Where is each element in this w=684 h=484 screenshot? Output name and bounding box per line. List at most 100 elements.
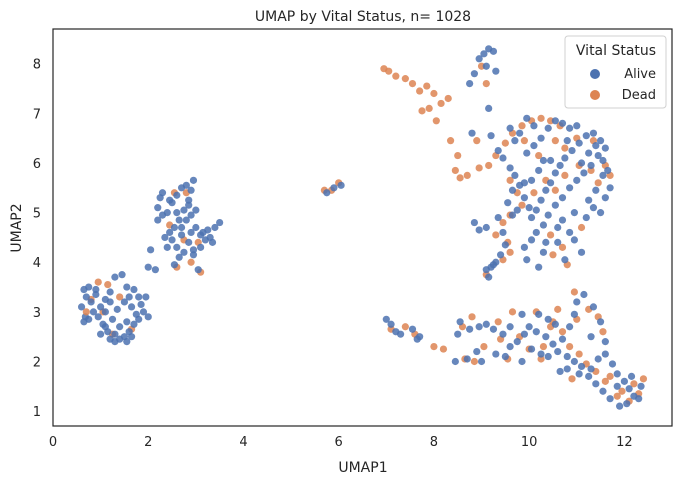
data-point-alive [544, 211, 552, 219]
data-point-alive [111, 273, 119, 281]
data-point-dead [594, 179, 602, 187]
data-point-alive [551, 169, 559, 177]
data-point-alive [101, 308, 109, 316]
data-point-alive [185, 238, 193, 246]
data-point-dead [561, 144, 569, 152]
data-point-alive [606, 395, 614, 403]
data-point-alive [513, 206, 521, 214]
data-point-alive [585, 372, 593, 380]
data-point-alive [518, 357, 526, 366]
data-point-alive [499, 228, 507, 237]
data-point-alive [577, 159, 586, 167]
data-point-alive [577, 248, 586, 256]
data-point-alive [613, 370, 621, 378]
data-point-alive [575, 139, 583, 147]
data-point-dead [392, 72, 400, 80]
data-point-alive [108, 315, 117, 323]
data-point-dead [430, 343, 438, 351]
data-point-alive [77, 303, 86, 311]
data-point-dead [501, 139, 509, 147]
data-point-alive [527, 213, 536, 222]
data-point-alive [173, 191, 181, 199]
data-point-alive [520, 243, 528, 251]
data-point-dead [520, 137, 528, 145]
data-point-alive [182, 216, 190, 224]
data-point-dead [606, 372, 614, 380]
data-point-alive [551, 320, 559, 328]
data-point-dead [430, 89, 438, 98]
data-point-alive [506, 124, 514, 132]
data-point-alive [173, 209, 181, 217]
data-point-alive [416, 333, 424, 341]
data-point-alive [506, 323, 514, 331]
data-point-alive [489, 261, 498, 269]
data-point-alive [570, 209, 578, 217]
y-tick-label: 6 [33, 157, 41, 172]
data-point-alive [170, 223, 179, 232]
data-point-alive [182, 181, 190, 189]
data-point-alive [170, 261, 179, 269]
data-point-alive [544, 352, 552, 361]
data-point-alive [82, 293, 90, 301]
data-point-alive [118, 271, 126, 279]
data-point-alive [80, 318, 88, 326]
data-point-alive [482, 223, 490, 232]
data-point-alive [482, 320, 490, 328]
data-point-alive [523, 149, 531, 157]
data-point-alive [616, 402, 624, 410]
data-point-alive [456, 318, 464, 326]
data-point-dead [463, 171, 471, 179]
data-point-alive [123, 338, 131, 346]
data-point-alive [592, 380, 600, 388]
data-point-dead [551, 137, 559, 145]
data-point-dead [558, 328, 567, 336]
x-axis-label: UMAP1 [338, 460, 387, 476]
data-point-alive [101, 323, 109, 331]
data-point-dead [187, 258, 195, 266]
data-point-alive [489, 47, 498, 55]
data-point-alive [504, 199, 512, 207]
data-point-alive [580, 290, 588, 299]
data-point-alive [570, 357, 578, 366]
data-point-alive [468, 129, 476, 137]
data-point-dead [104, 280, 112, 289]
data-point-alive [582, 213, 590, 222]
y-tick-label: 4 [33, 256, 41, 271]
data-point-dead [116, 293, 124, 301]
data-point-alive [120, 298, 129, 306]
data-point-alive [485, 273, 493, 281]
data-point-alive [604, 166, 612, 175]
data-point-alive [566, 228, 574, 237]
data-point-alive [87, 298, 95, 306]
data-point-dead [561, 171, 569, 179]
data-point-alive [539, 248, 548, 256]
data-point-dead [551, 186, 559, 194]
data-point-alive [627, 372, 636, 380]
data-point-alive [499, 154, 507, 162]
data-point-dead [82, 308, 90, 316]
x-tick-label: 2 [144, 435, 152, 450]
data-point-alive [168, 236, 176, 244]
data-point-alive [558, 216, 567, 224]
data-point-alive [482, 62, 490, 70]
data-point-alive [204, 226, 212, 234]
data-point-alive [480, 50, 488, 58]
data-point-dead [439, 345, 448, 353]
data-point-dead [570, 288, 578, 296]
x-tick-label: 4 [239, 435, 247, 450]
legend-label-alive: Alive [624, 67, 656, 82]
data-point-alive [211, 223, 219, 232]
data-point-alive [89, 308, 98, 316]
data-point-alive [499, 330, 507, 338]
data-point-alive [532, 228, 540, 237]
data-point-alive [551, 201, 559, 209]
plot-frame [52, 28, 673, 427]
data-point-dead [575, 350, 583, 358]
data-point-alive [589, 303, 598, 311]
data-point-alive [175, 253, 183, 261]
data-point-alive [518, 310, 526, 318]
data-point-alive [144, 263, 152, 271]
data-point-alive [163, 209, 171, 217]
data-point-alive [601, 144, 609, 152]
data-point-alive [97, 330, 105, 338]
